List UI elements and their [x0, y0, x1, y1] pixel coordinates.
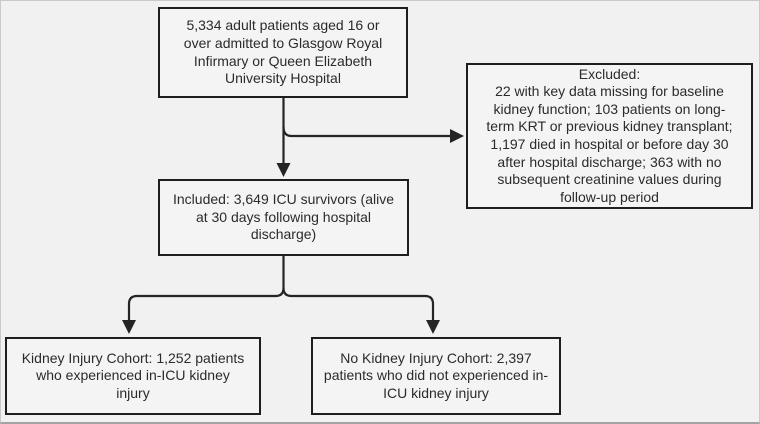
admitted-patients-text: 5,334 adult patients aged 16 or over adm… [183, 17, 383, 87]
arrow-to-kidney-cohort-head [122, 320, 136, 334]
arrow-to-no-kidney-cohort-line [282, 287, 435, 321]
box-admitted-patients: 5,334 adult patients aged 16 or over adm… [158, 7, 408, 98]
box-kidney-injury-cohort: Kidney Injury Cohort: 1,252 patients who… [5, 337, 261, 415]
arrow-to-excluded-head [450, 129, 464, 143]
no-kidney-injury-cohort-text: No Kidney Injury Cohort: 2,397 patients … [323, 349, 549, 401]
box-excluded-patients: Excluded: 22 with key data missing for b… [466, 63, 753, 209]
box-included-survivors: Included: 3,649 ICU survivors (alive at … [158, 179, 409, 256]
arrow-to-excluded-line [282, 126, 450, 138]
included-survivors-text: Included: 3,649 ICU survivors (alive at … [173, 191, 394, 243]
arrow-to-kidney-cohort-line [127, 287, 285, 321]
arrow-admitted-to-included-head [276, 163, 291, 177]
excluded-patients-text: Excluded: 22 with key data missing for b… [486, 65, 733, 205]
kidney-injury-cohort-text: Kidney Injury Cohort: 1,252 patients who… [21, 349, 245, 401]
box-no-kidney-injury-cohort: No Kidney Injury Cohort: 2,397 patients … [311, 337, 561, 415]
arrow-to-no-kidney-cohort-head [426, 320, 440, 334]
